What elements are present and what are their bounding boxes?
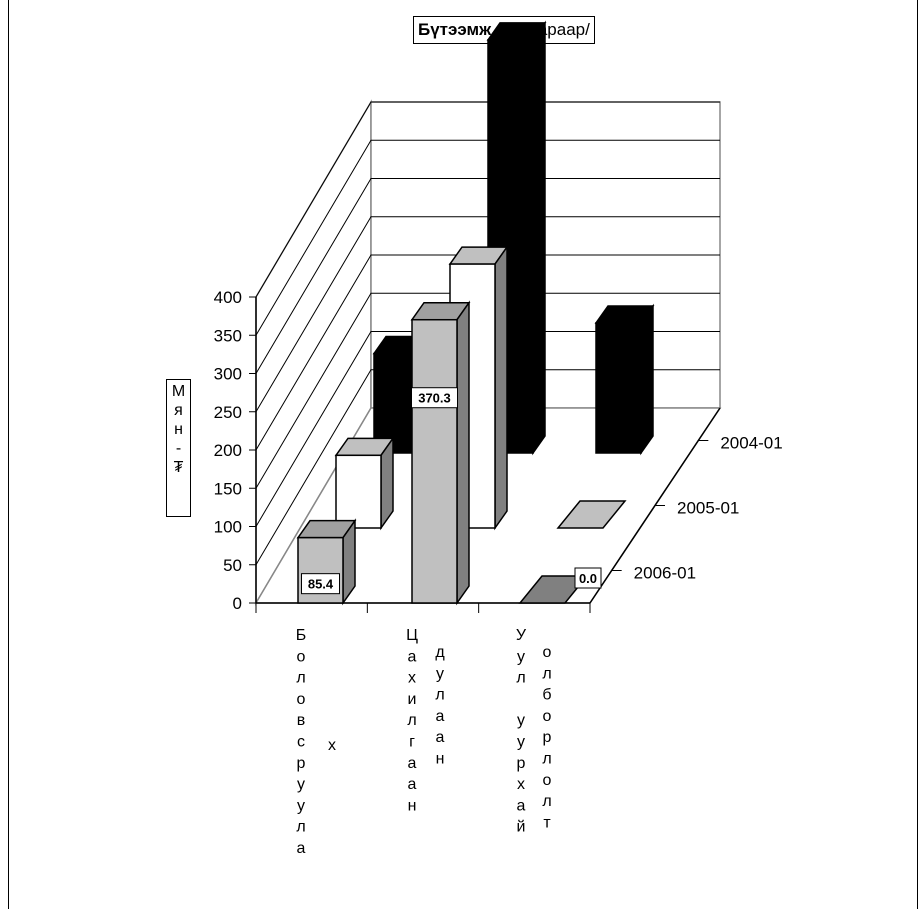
- category-label-char: н: [408, 797, 417, 814]
- category-label-char: х: [408, 670, 416, 687]
- data-label: 0.0: [579, 571, 597, 586]
- y-axis-label-char: -: [175, 440, 182, 457]
- bar: [411, 318, 458, 604]
- y-tick-label: 200: [214, 441, 242, 460]
- bar-side: [380, 435, 394, 531]
- y-axis-label-char: М: [171, 383, 186, 400]
- gridline: [255, 292, 720, 489]
- category-label-char: в: [297, 712, 306, 729]
- gridline: [255, 139, 720, 336]
- category-label-char: а: [408, 776, 417, 793]
- bar-side: [532, 20, 546, 456]
- data-label: 370.3: [418, 391, 451, 406]
- gridline: [255, 216, 720, 413]
- y-axis-label-char: н: [174, 421, 183, 438]
- category-label-char: а: [436, 708, 445, 725]
- category-label-char: л: [516, 670, 525, 687]
- series-label: 2004-01: [720, 434, 782, 453]
- category-label-char: л: [296, 819, 305, 836]
- category-label-char: р: [297, 755, 306, 772]
- category-label-char: х: [328, 737, 336, 754]
- category-label-char: у: [517, 648, 525, 665]
- category-label-char: л: [542, 751, 551, 768]
- category-label-char: с: [297, 734, 305, 751]
- category-label-char: х: [517, 776, 525, 793]
- category-label-char: л: [542, 793, 551, 810]
- category-label-char: р: [543, 729, 552, 746]
- category-label: х: [328, 737, 336, 754]
- data-label-box: [574, 567, 602, 589]
- category-label-char: о: [297, 691, 306, 708]
- category-label-char: л: [296, 670, 305, 687]
- data-label-box: [301, 573, 340, 595]
- y-tick-label: 250: [214, 403, 242, 422]
- category-label-char: а: [436, 729, 445, 746]
- bar-side: [456, 300, 470, 606]
- gridline: [255, 101, 720, 298]
- category-label-char: р: [517, 755, 526, 772]
- category-label-char: л: [435, 687, 444, 704]
- category-label-char: б: [542, 687, 551, 704]
- category-label-char: д: [435, 644, 445, 661]
- y-tick-label: 400: [214, 288, 242, 307]
- chart-title-bold: Бүтээмж: [418, 20, 492, 39]
- gridline: [255, 178, 720, 374]
- data-label-box: [411, 387, 458, 409]
- series-label: 2005-01: [677, 499, 739, 518]
- series-label: 2006-01: [634, 564, 696, 583]
- category-label-char: л: [542, 665, 551, 682]
- category-label-char: л: [407, 712, 416, 729]
- category-label-char: а: [408, 755, 417, 772]
- bars: [296, 20, 655, 606]
- category-label-char: о: [543, 708, 552, 725]
- category-label-char: т: [543, 814, 551, 831]
- y-axis-label-char: я: [174, 402, 183, 419]
- category-label-char: у: [436, 665, 444, 682]
- gridline: [255, 254, 720, 451]
- bar: [595, 322, 642, 454]
- y-tick-label: 50: [223, 556, 242, 575]
- category-label-char: г: [409, 734, 415, 751]
- data-label: 85.4: [308, 577, 334, 592]
- bar-side: [494, 244, 508, 531]
- bar: [335, 454, 382, 529]
- category-label-char: о: [543, 644, 552, 661]
- y-axis-label-char: ₮: [173, 459, 184, 476]
- category-label-char: Ц: [406, 627, 418, 644]
- category-label-char: у: [517, 712, 525, 729]
- category-label-char: у: [517, 734, 525, 751]
- y-tick-label: 350: [214, 326, 242, 345]
- bar: [556, 500, 627, 529]
- category-label-char: о: [297, 648, 306, 665]
- y-tick-label: 100: [214, 518, 242, 537]
- category-label-char: а: [517, 797, 526, 814]
- category-label-char: у: [297, 797, 305, 814]
- category-label-char: У: [516, 627, 527, 644]
- category-label-char: у: [297, 776, 305, 793]
- bar-side: [640, 303, 654, 456]
- y-tick-label: 0: [233, 594, 242, 613]
- category-label-char: а: [408, 648, 417, 665]
- y-tick-label: 150: [214, 479, 242, 498]
- category-label-char: н: [436, 751, 445, 768]
- category-label-char: й: [517, 819, 526, 836]
- category-label-char: и: [408, 691, 417, 708]
- category-label-char: о: [543, 772, 552, 789]
- y-tick-label: 300: [214, 365, 242, 384]
- category-label-char: Б: [296, 627, 307, 644]
- chart-frame: [8, 0, 918, 909]
- category-label-char: а: [297, 840, 306, 857]
- labels: 2004-012005-012006-0185.4370.30.0Боловср…: [296, 387, 783, 857]
